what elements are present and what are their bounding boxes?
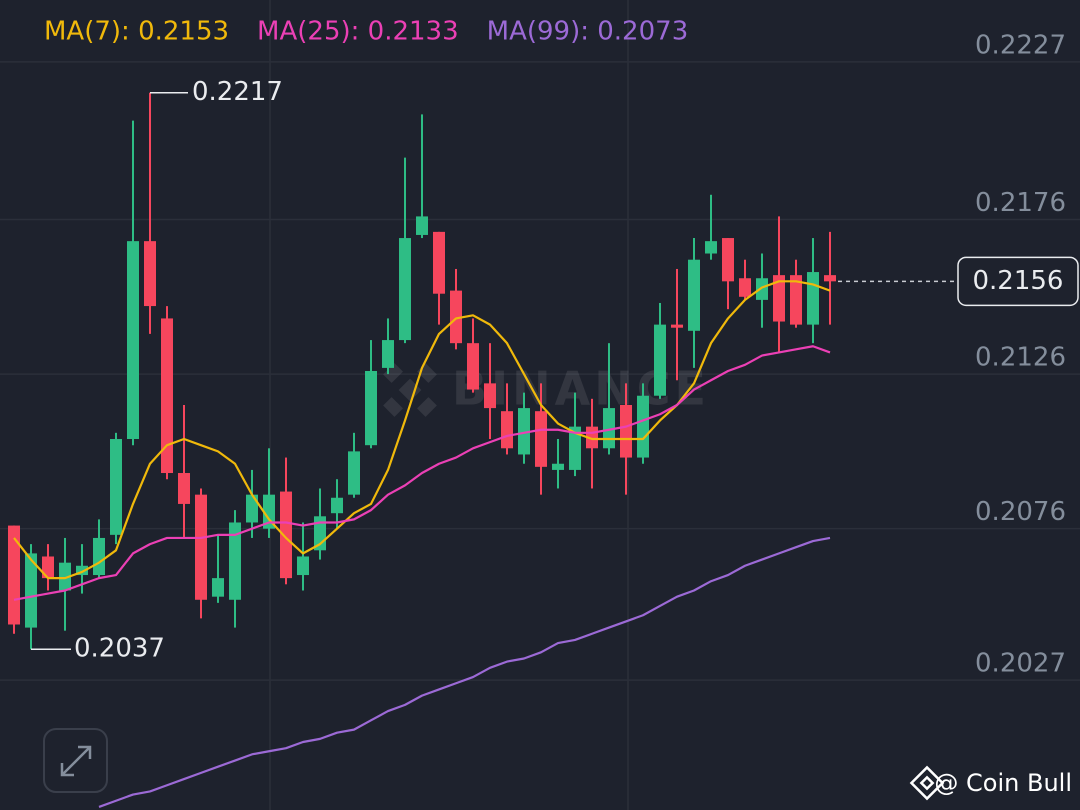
candle-body: [807, 272, 819, 325]
expand-button[interactable]: [43, 728, 108, 793]
candle-body: [25, 553, 37, 628]
last-price-box: [957, 256, 1079, 307]
candle-body: [348, 451, 360, 495]
ma-line: [98, 536, 831, 808]
candle-body: [671, 324, 683, 328]
ma-line: [13, 345, 831, 601]
candle-body: [569, 426, 581, 470]
candle-body: [535, 411, 547, 467]
credit-text: @ Coin Bull: [934, 769, 1072, 797]
candle-body: [790, 275, 802, 325]
y-tick-label: 0.2027: [975, 649, 1066, 679]
candle-body: [161, 318, 173, 474]
candle-body: [195, 494, 207, 600]
annotations: 0.2217 0.2037 0.2156: [31, 77, 1079, 664]
candle-body: [365, 370, 377, 446]
last-price-label: 0.2156: [973, 266, 1064, 296]
candle-body: [620, 405, 632, 458]
candle-body: [399, 238, 411, 341]
y-tick-label: 0.2126: [975, 343, 1066, 373]
candle-body: [280, 491, 292, 579]
candle-body: [484, 383, 496, 409]
candle-body: [8, 525, 20, 625]
candle-body: [144, 241, 156, 307]
candle-body: [93, 537, 105, 576]
candle-body: [297, 556, 309, 576]
legend: MA(7): 0.2153 MA(25): 0.2133 MA(99): 0.207…: [44, 17, 688, 47]
ma-line: [13, 280, 831, 580]
low-label: 0.2037: [74, 634, 165, 664]
candle-body: [59, 562, 71, 591]
candle-body: [382, 340, 394, 368]
candle-body: [654, 324, 666, 396]
candle-body: [501, 411, 513, 449]
candle-body: [705, 241, 717, 254]
credit-logo: [909, 765, 945, 801]
candle-body: [433, 231, 445, 294]
candle-body: [178, 473, 190, 504]
candle-body: [127, 241, 139, 440]
candle-body: [824, 275, 836, 282]
expand-icon: [60, 745, 92, 777]
candle-body: [229, 522, 241, 600]
candle-body: [518, 408, 530, 455]
legend-entry: MA(25): 0.2133: [257, 17, 459, 47]
candle-body: [722, 238, 734, 282]
candle-body: [263, 494, 275, 529]
candle-body: [110, 439, 122, 535]
candle-body: [756, 278, 768, 300]
y-tick-label: 0.2227: [975, 30, 1066, 60]
high-label: 0.2217: [192, 77, 283, 107]
candle-body: [76, 565, 88, 576]
y-tick-label: 0.2176: [975, 188, 1066, 218]
candle-body: [331, 497, 343, 514]
candle-body: [688, 259, 700, 331]
legend-entry: MA(7): 0.2153: [44, 17, 229, 47]
grid: 0.2027 0.2076 0.2126 0.2176 0.2227: [0, 30, 1080, 681]
candle-body: [246, 494, 258, 523]
candle-body: [552, 463, 564, 470]
candle-body: [739, 278, 751, 297]
y-tick-label: 0.2076: [975, 497, 1066, 527]
candle-body: [637, 395, 649, 458]
candle-body: [773, 275, 785, 322]
candle-body: [212, 578, 224, 597]
credit: @ Coin Bull: [909, 765, 1072, 801]
candle-body: [450, 290, 462, 344]
legend-entry: MA(99): 0.2073: [487, 17, 689, 47]
candle-body: [467, 343, 479, 390]
candle-body: [42, 556, 54, 579]
ma-lines: [13, 280, 831, 808]
candle-body: [416, 216, 428, 235]
